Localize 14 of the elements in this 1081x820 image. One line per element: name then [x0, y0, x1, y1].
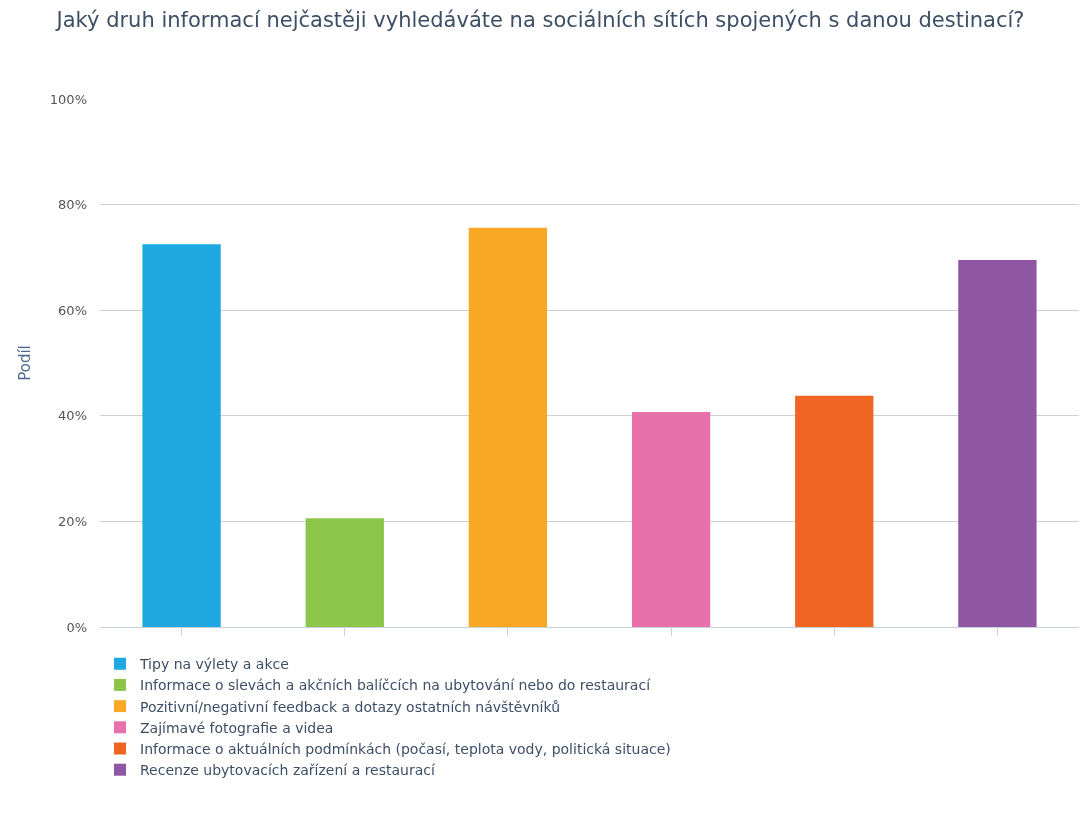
y-tick-label: 0% [66, 619, 87, 635]
y-tick-label: 60% [58, 302, 87, 318]
y-tick-label: 80% [58, 197, 87, 213]
y-tick-label: 40% [58, 408, 87, 424]
legend-label: Pozitivní/negativní feedback a dotazy ostatních návštěvníků [140, 698, 561, 715]
y-tick-label: 20% [58, 513, 87, 529]
chart-title: Jaký druh informací nejčastěji vyhledáváte na sociálních sítích spojených s danou destinací? [54, 8, 1025, 32]
legend-label: Tipy na výlety a akce [139, 656, 289, 673]
legend-label: Informace o slevách a akčních balíčcích na ubytování nebo do restaurací [140, 677, 652, 694]
legend-label: Recenze ubytovacích zařízení a restaurací [140, 762, 436, 779]
legend-label: Informace o aktuálních podmínkách (počasí, teplota vody, politická situace) [140, 740, 671, 757]
y-axis-title: Podíl [16, 345, 35, 381]
legend-label: Zajímavé fotografie a videa [140, 719, 334, 736]
y-tick-label: 100% [49, 91, 87, 107]
